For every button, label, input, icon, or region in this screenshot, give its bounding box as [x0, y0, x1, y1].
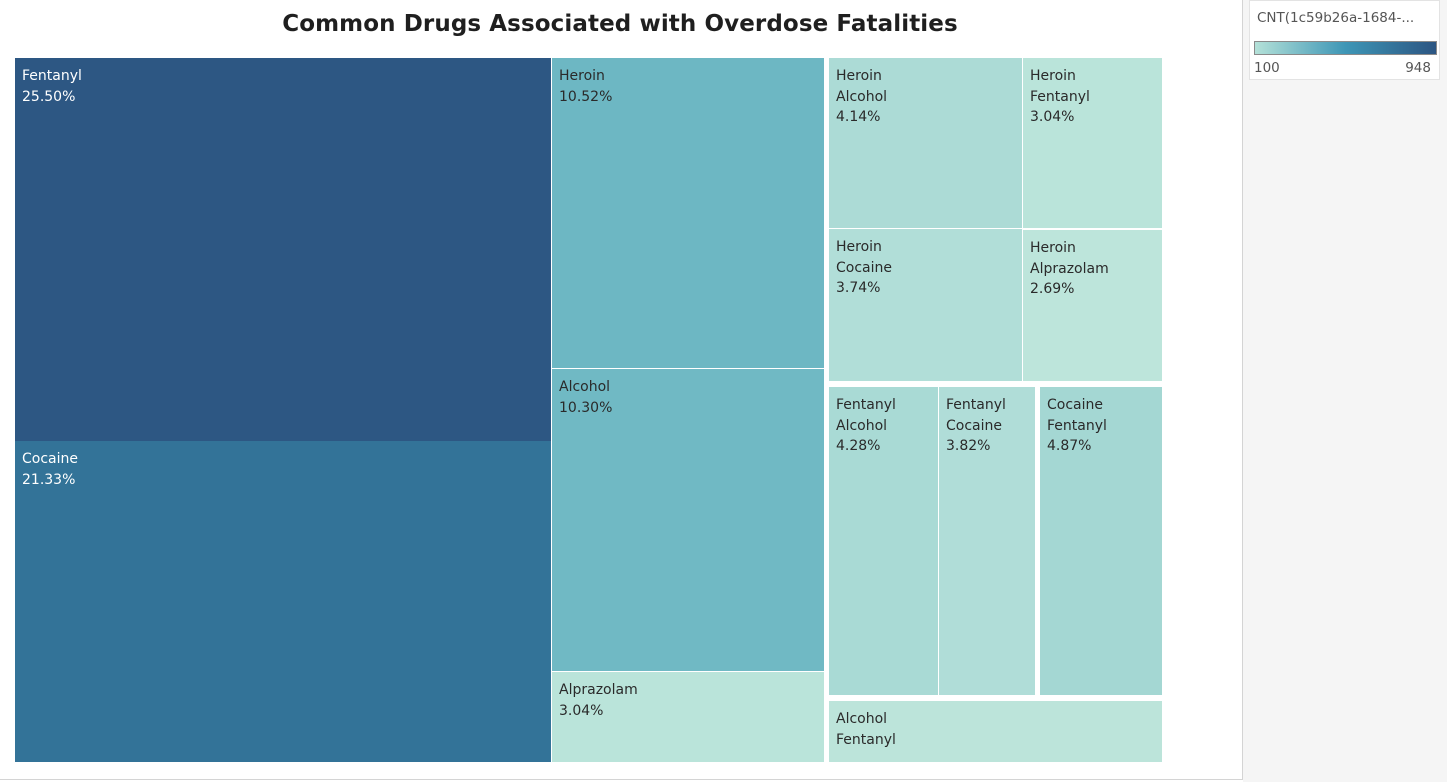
legend-gradient-bar	[1254, 41, 1437, 55]
tile-percent-label: 3.04%	[559, 702, 604, 719]
tile-drug-label: Alcohol	[836, 88, 888, 105]
tile-drug-label: Heroin	[1030, 240, 1076, 256]
treemap-tile[interactable]: Heroin 10.52%	[552, 58, 824, 368]
tile-drug-label: Cocaine	[836, 259, 892, 276]
tile-drug-label: Heroin	[836, 68, 882, 84]
tile-percent-label: 4.14%	[836, 109, 881, 125]
tile-drug-label: Fentanyl	[946, 397, 1006, 413]
treemap: Fentanyl 25.50% Cocaine 21.33% Heroin 10.52% A…	[15, 58, 1162, 762]
tile-drug-label: Alprazolam	[559, 682, 638, 698]
treemap-tile[interactable]: Alcohol Fentanyl	[829, 701, 1162, 762]
tile-drug-label: Fentanyl	[1047, 417, 1107, 434]
tile-percent-label: 25.50%	[22, 88, 76, 105]
treemap-tile[interactable]: Fentanyl Alcohol 4.28%	[829, 387, 938, 695]
tile-drug-label: Cocaine	[22, 451, 78, 467]
tile-percent-label: 3.04%	[1030, 109, 1075, 125]
tile-drug-label: Alcohol	[836, 417, 888, 434]
tile-drug-label: Fentanyl	[836, 731, 896, 748]
treemap-tile[interactable]: Cocaine Fentanyl 4.87%	[1040, 387, 1162, 695]
chart-title: Common Drugs Associated with Overdose Fa…	[282, 11, 958, 37]
tile-drug-label: Heroin	[1030, 68, 1076, 84]
legend-min-value: 100	[1254, 60, 1280, 76]
treemap-tile[interactable]: Heroin Alprazolam 2.69%	[1023, 230, 1162, 381]
tile-percent-label: 3.74%	[836, 280, 881, 296]
tile-percent-label: 4.28%	[836, 438, 881, 454]
tile-drug-label: Cocaine	[1047, 397, 1103, 413]
tile-drug-label: Alcohol	[836, 711, 888, 727]
side-panel: CNT(1c59b26a-1684-... 100 948	[1243, 0, 1447, 782]
viz-area: Common Drugs Associated with Overdose Fa…	[0, 0, 1243, 780]
legend-title: CNT(1c59b26a-1684-...	[1257, 10, 1415, 26]
tile-drug-label: Fentanyl	[836, 397, 896, 413]
tile-drug-label: Cocaine	[946, 417, 1002, 434]
treemap-tile[interactable]: Heroin Fentanyl 3.04%	[1023, 58, 1162, 228]
treemap-tile[interactable]: Heroin Cocaine 3.74%	[829, 229, 1022, 381]
tile-drug-label: Alcohol	[559, 379, 611, 395]
tile-percent-label: 10.30%	[559, 399, 613, 416]
treemap-tile[interactable]: Heroin Alcohol 4.14%	[829, 58, 1022, 228]
tile-drug-label: Fentanyl	[22, 68, 82, 84]
color-legend: CNT(1c59b26a-1684-... 100 948	[1249, 0, 1440, 80]
treemap-tile[interactable]: Alprazolam 3.04%	[552, 672, 824, 762]
tile-drug-label: Alprazolam	[1030, 260, 1109, 277]
tile-drug-label: Heroin	[559, 68, 605, 84]
tile-drug-label: Heroin	[836, 239, 882, 255]
treemap-tile[interactable]: Fentanyl 25.50%	[15, 58, 551, 441]
tile-percent-label: 2.69%	[1030, 281, 1075, 297]
tile-percent-label: 10.52%	[559, 88, 613, 105]
treemap-tile[interactable]: Cocaine 21.33%	[15, 441, 551, 762]
treemap-tile[interactable]: Alcohol 10.30%	[552, 369, 824, 671]
treemap-tile[interactable]: Fentanyl Cocaine 3.82%	[939, 387, 1035, 695]
tile-drug-label: Fentanyl	[1030, 88, 1090, 105]
tile-percent-label: 3.82%	[946, 438, 991, 454]
tile-percent-label: 4.87%	[1047, 438, 1092, 454]
legend-max-value: 948	[1405, 60, 1431, 76]
tile-percent-label: 21.33%	[22, 471, 76, 488]
